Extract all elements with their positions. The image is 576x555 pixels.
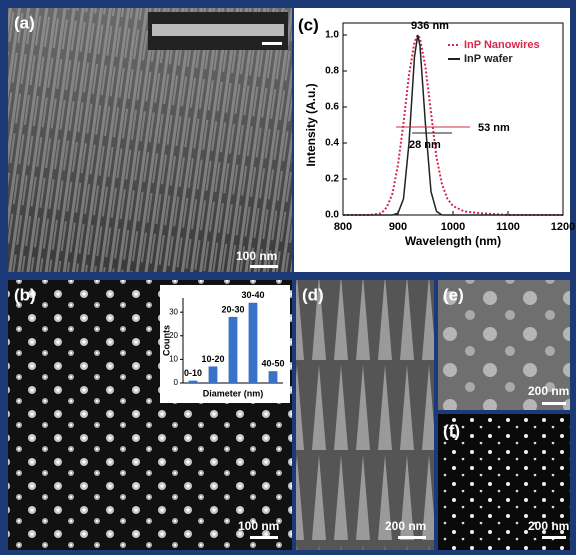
bar [189,381,198,383]
cones-texture [296,280,434,550]
figure: (a) 100 nm (c) (b) 100 nm (d) 200 nm (e)… [0,0,576,555]
annotation: 936 nm [411,20,449,32]
scale-bar [250,265,278,268]
scale-bar [398,536,426,539]
x-tick-label: 900 [389,221,407,233]
y-tick-label: 0.4 [325,138,339,149]
x-axis-label: Wavelength (nm) [405,234,501,248]
y-tick-label: 0.6 [325,102,339,113]
x-axis-label: Diameter (nm) [203,388,264,398]
inset-chart-bg [160,285,290,403]
y-axis-label: Counts [161,325,171,356]
y-axis-label: Intensity (A.u.) [304,83,318,166]
x-tick-label: 800 [334,221,352,233]
y-tick-label: 0 [174,378,179,387]
y-tick-label: 0.8 [325,66,339,77]
scale-bar [542,402,566,405]
x-tick-label: 1000 [441,221,465,233]
y-tick-label: 1.0 [325,30,339,41]
bar [209,366,218,383]
legend-label: InP Nanowires [464,39,540,51]
scale-label: 200 nm [528,519,569,533]
y-tick-label: 30 [169,307,178,316]
y-tick-label: 0.2 [325,174,339,185]
panel-label: (f) [443,421,460,440]
scale-label: 100 nm [238,519,279,533]
scale-label: 100 nm [236,249,277,263]
scale-bar [250,536,278,539]
bar [229,317,238,383]
bar [269,371,278,383]
category-label: 20-30 [221,304,244,314]
panel-label: (e) [443,285,464,304]
category-label: 40-50 [261,359,284,369]
category-label: 10-20 [201,354,224,364]
panel-label: (b) [14,285,36,304]
scale-label: 200 nm [528,384,569,398]
scale-label: 200 nm [385,519,426,533]
legend-label: InP wafer [464,53,513,65]
panel-label: (c) [298,15,319,34]
annotation: 28 nm [409,139,441,151]
x-tick-label: 1100 [496,221,520,233]
panel-label: (a) [14,13,35,32]
scale-bar [262,42,282,45]
category-label: 30-40 [241,290,264,300]
y-tick-label: 0.0 [325,210,339,221]
annotation: 53 nm [478,122,510,134]
inset-band [152,24,284,36]
scale-bar [542,536,566,539]
x-tick-label: 1200 [551,221,575,233]
panel-label: (d) [302,285,324,304]
page: {"panels": {"a": {"label": "(a)", "scale… [0,0,576,555]
category-label: 0-10 [184,368,202,378]
bar [249,303,258,383]
